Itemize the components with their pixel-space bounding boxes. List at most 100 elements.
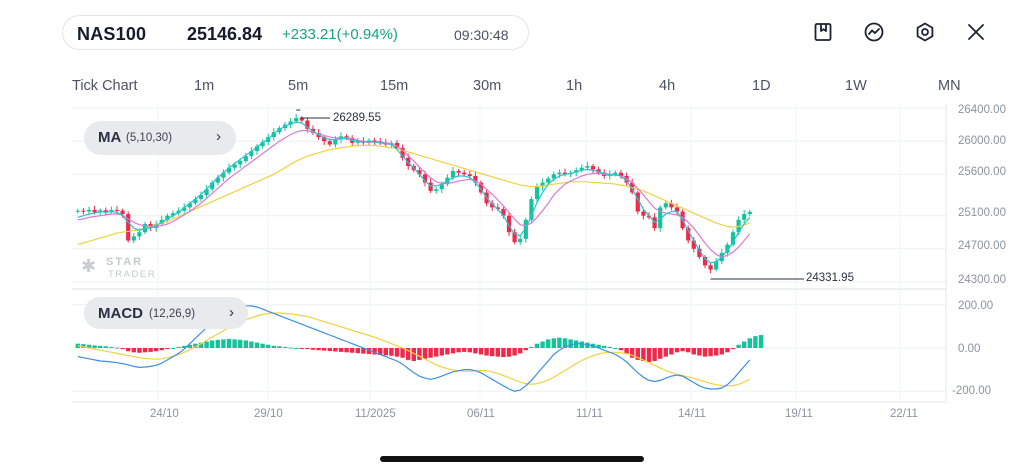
candle-body bbox=[249, 151, 254, 157]
candle-body bbox=[674, 207, 680, 212]
candle-body bbox=[305, 120, 310, 129]
candle-body bbox=[669, 203, 674, 208]
date-tick: 06/11 bbox=[467, 408, 495, 420]
macd-histogram-bar bbox=[232, 339, 237, 348]
macd-histogram-bar bbox=[434, 348, 439, 357]
home-indicator[interactable] bbox=[380, 456, 644, 462]
candle-body bbox=[215, 177, 220, 183]
macd-signal-line bbox=[77, 312, 751, 387]
candle-body bbox=[596, 169, 601, 173]
macd-histogram-bar bbox=[417, 348, 422, 360]
candle-body bbox=[271, 132, 276, 138]
candle-body bbox=[730, 232, 736, 245]
date-tick: 11/2025 bbox=[355, 408, 396, 420]
date-tick: 14/11 bbox=[678, 408, 706, 420]
candle-body bbox=[294, 118, 299, 122]
macd-histogram-bar bbox=[630, 348, 635, 358]
macd-histogram-bar bbox=[137, 348, 142, 353]
candle-body bbox=[691, 240, 696, 249]
macd-histogram-bar bbox=[198, 342, 204, 348]
macd-histogram-bar bbox=[450, 348, 456, 354]
macd-histogram-bar bbox=[602, 345, 607, 348]
macd-histogram-bar bbox=[350, 348, 355, 353]
candle-body bbox=[198, 195, 204, 200]
candle-body bbox=[81, 210, 86, 212]
macd-histogram-bar bbox=[562, 338, 568, 348]
macd-histogram-bar bbox=[154, 348, 159, 352]
tab-30m[interactable]: 30m bbox=[473, 78, 502, 94]
tab-mn[interactable]: MN bbox=[938, 78, 961, 94]
date-tick: 29/10 bbox=[254, 408, 283, 420]
macd-histogram-bar bbox=[109, 346, 114, 348]
candle-body bbox=[529, 199, 534, 220]
clock-time: 09:30:48 bbox=[454, 27, 509, 43]
macd-histogram-bar bbox=[663, 348, 668, 357]
tab-4h[interactable]: 4h bbox=[659, 78, 676, 94]
macd-histogram-bar bbox=[607, 346, 612, 348]
candle-body bbox=[590, 166, 596, 170]
candle-body bbox=[109, 209, 114, 212]
macd-histogram-bar bbox=[210, 340, 215, 348]
candle-body bbox=[747, 211, 752, 215]
macd-histogram-bar bbox=[512, 348, 517, 356]
candle-body bbox=[551, 174, 556, 179]
candle-body bbox=[221, 172, 226, 178]
bookmark-icon[interactable] bbox=[811, 20, 835, 44]
candle-body bbox=[585, 166, 590, 168]
candle-body bbox=[288, 121, 293, 125]
macd-histogram-bar bbox=[613, 348, 618, 349]
settings-icon[interactable] bbox=[913, 20, 937, 44]
indicator-icon[interactable] bbox=[862, 20, 886, 44]
macd-histogram-bar bbox=[495, 348, 500, 357]
macd-histogram-bar bbox=[103, 346, 108, 348]
candle-body bbox=[462, 172, 467, 175]
macd-histogram-bar bbox=[282, 346, 288, 348]
candle-body bbox=[182, 207, 187, 211]
macd-histogram-bar bbox=[719, 348, 724, 355]
candle-body bbox=[478, 182, 484, 193]
macd-indicator-badge[interactable]: MACD (12,26,9) › bbox=[84, 297, 248, 329]
candle-body bbox=[165, 215, 170, 220]
candle-body bbox=[702, 257, 708, 266]
tab-1m[interactable]: 1m bbox=[194, 78, 215, 94]
macd-histogram-bar bbox=[221, 339, 226, 348]
macd-histogram-bar bbox=[86, 344, 92, 348]
tab-1w[interactable]: 1W bbox=[845, 78, 867, 94]
macd-histogram-bar bbox=[518, 348, 523, 354]
macd-histogram-bar bbox=[635, 348, 640, 360]
close-icon[interactable] bbox=[964, 20, 988, 44]
macd-histogram-bar bbox=[725, 348, 730, 353]
high-price-label: 26289.55 bbox=[333, 112, 381, 124]
candle-body bbox=[126, 214, 131, 241]
tab-15m[interactable]: 15m bbox=[380, 78, 409, 94]
candle-body bbox=[618, 172, 624, 176]
macd-histogram-bar bbox=[243, 340, 248, 348]
ma5-line bbox=[77, 121, 751, 264]
macd-histogram-bar bbox=[456, 348, 461, 353]
ma-indicator-badge[interactable]: MA (5,10,30) › bbox=[84, 121, 236, 155]
macd-histogram-bar bbox=[288, 347, 293, 349]
tab-1d[interactable]: 1D bbox=[752, 78, 771, 94]
macd-histogram-bar bbox=[462, 348, 467, 352]
candle-body bbox=[742, 214, 747, 220]
macd-histogram-bar bbox=[327, 348, 332, 352]
macd-label: MACD bbox=[98, 305, 143, 322]
date-tick: 11/11 bbox=[576, 408, 604, 420]
macd-histogram-bar bbox=[271, 345, 276, 348]
candle-body bbox=[204, 189, 209, 195]
macd-histogram-bar bbox=[529, 346, 534, 348]
macd-histogram-bar bbox=[753, 336, 758, 348]
ticker-summary[interactable]: NAS100 25146.84 +233.21(+0.94%) 09:30:48 bbox=[62, 15, 529, 50]
candle-body bbox=[450, 171, 456, 178]
candle-body bbox=[490, 203, 495, 208]
macd-histogram-bar bbox=[372, 348, 377, 355]
candle-body bbox=[467, 174, 472, 176]
candle-body bbox=[400, 147, 405, 158]
macd-histogram-bar bbox=[658, 348, 663, 359]
macd-histogram-bar bbox=[98, 345, 103, 348]
tab-1h[interactable]: 1h bbox=[566, 78, 583, 94]
tab-5m[interactable]: 5m bbox=[288, 78, 309, 94]
ma10-line bbox=[77, 129, 751, 258]
tab-tick-chart[interactable]: Tick Chart bbox=[72, 78, 138, 94]
